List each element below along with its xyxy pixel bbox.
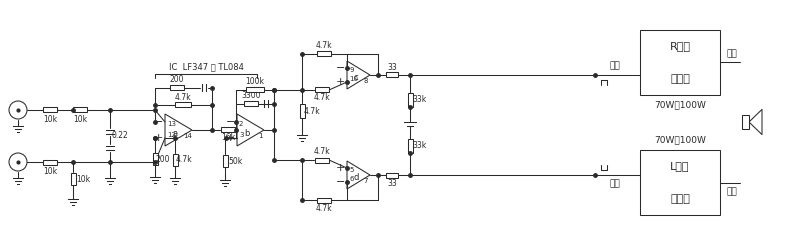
- Bar: [70, 173, 75, 185]
- Bar: [317, 198, 331, 203]
- Bar: [222, 155, 227, 167]
- Text: 33k: 33k: [413, 96, 427, 104]
- Text: 输入: 输入: [610, 180, 620, 188]
- Text: 6: 6: [349, 176, 354, 182]
- Text: L声道: L声道: [670, 161, 690, 171]
- Text: 输出: 输出: [726, 49, 738, 58]
- Text: 12: 12: [167, 132, 176, 138]
- Text: 13: 13: [167, 121, 176, 127]
- Text: +: +: [336, 77, 345, 87]
- Bar: [315, 158, 329, 163]
- Text: 9: 9: [349, 67, 354, 73]
- Text: +: +: [336, 163, 345, 173]
- Bar: [317, 52, 331, 57]
- Text: 输出: 输出: [726, 187, 738, 196]
- Text: 16k: 16k: [221, 133, 235, 143]
- Bar: [244, 102, 258, 106]
- Text: +: +: [226, 133, 235, 143]
- Text: 10k: 10k: [76, 174, 90, 184]
- Text: 200: 200: [156, 155, 170, 164]
- Bar: [386, 73, 398, 78]
- Text: b: b: [245, 128, 250, 138]
- Text: 4.7k: 4.7k: [174, 92, 191, 102]
- Text: 1: 1: [258, 133, 262, 139]
- Text: 3: 3: [239, 132, 243, 138]
- Text: 4.7k: 4.7k: [316, 204, 332, 212]
- Text: 输入: 输入: [610, 62, 620, 70]
- Text: 10: 10: [349, 76, 358, 82]
- Text: 功放板: 功放板: [670, 74, 690, 84]
- Text: 5: 5: [349, 167, 354, 173]
- Bar: [386, 172, 398, 178]
- Text: IC  LF347 或 TL084: IC LF347 或 TL084: [169, 62, 243, 71]
- Bar: [43, 160, 57, 165]
- Bar: [640, 150, 720, 215]
- Text: 70W～100W: 70W～100W: [654, 136, 706, 144]
- Text: 0.22: 0.22: [112, 131, 128, 141]
- Bar: [742, 115, 749, 129]
- Text: 4.7k: 4.7k: [316, 41, 332, 50]
- Bar: [73, 107, 87, 112]
- Text: −: −: [336, 63, 345, 73]
- Text: 2: 2: [239, 121, 243, 127]
- Text: a: a: [173, 128, 178, 138]
- Bar: [407, 93, 413, 107]
- Text: −: −: [154, 117, 163, 127]
- Bar: [153, 153, 158, 165]
- Text: 200: 200: [170, 76, 184, 84]
- Bar: [175, 103, 191, 107]
- Bar: [407, 139, 413, 153]
- Bar: [43, 107, 57, 112]
- Text: 14: 14: [183, 133, 193, 139]
- Text: 33: 33: [387, 179, 397, 187]
- Text: −: −: [336, 177, 345, 187]
- Bar: [221, 127, 235, 132]
- Bar: [246, 87, 264, 92]
- Text: 10k: 10k: [73, 115, 87, 124]
- Text: 33k: 33k: [413, 142, 427, 150]
- Bar: [299, 104, 305, 118]
- Text: 4.7k: 4.7k: [314, 147, 330, 157]
- Text: 50k: 50k: [228, 157, 242, 165]
- Text: 3300: 3300: [242, 91, 261, 101]
- Text: +: +: [154, 133, 163, 143]
- Text: 4.7k: 4.7k: [304, 106, 320, 116]
- Text: 8: 8: [364, 78, 368, 84]
- Text: 4.7k: 4.7k: [176, 156, 192, 165]
- Text: c: c: [354, 74, 358, 82]
- Text: 7: 7: [364, 178, 368, 184]
- Text: 100k: 100k: [246, 78, 265, 86]
- Bar: [315, 87, 329, 92]
- Bar: [170, 85, 184, 90]
- Text: 10k: 10k: [43, 115, 57, 124]
- Text: −: −: [226, 117, 235, 127]
- Text: 10k: 10k: [43, 166, 57, 176]
- Text: 70W～100W: 70W～100W: [654, 101, 706, 109]
- Bar: [173, 154, 178, 166]
- Text: 4.7k: 4.7k: [314, 94, 330, 103]
- Text: d: d: [353, 173, 358, 183]
- Text: R声道: R声道: [670, 41, 690, 51]
- Text: 33: 33: [387, 62, 397, 71]
- Text: 功放板: 功放板: [670, 194, 690, 204]
- Bar: [640, 30, 720, 95]
